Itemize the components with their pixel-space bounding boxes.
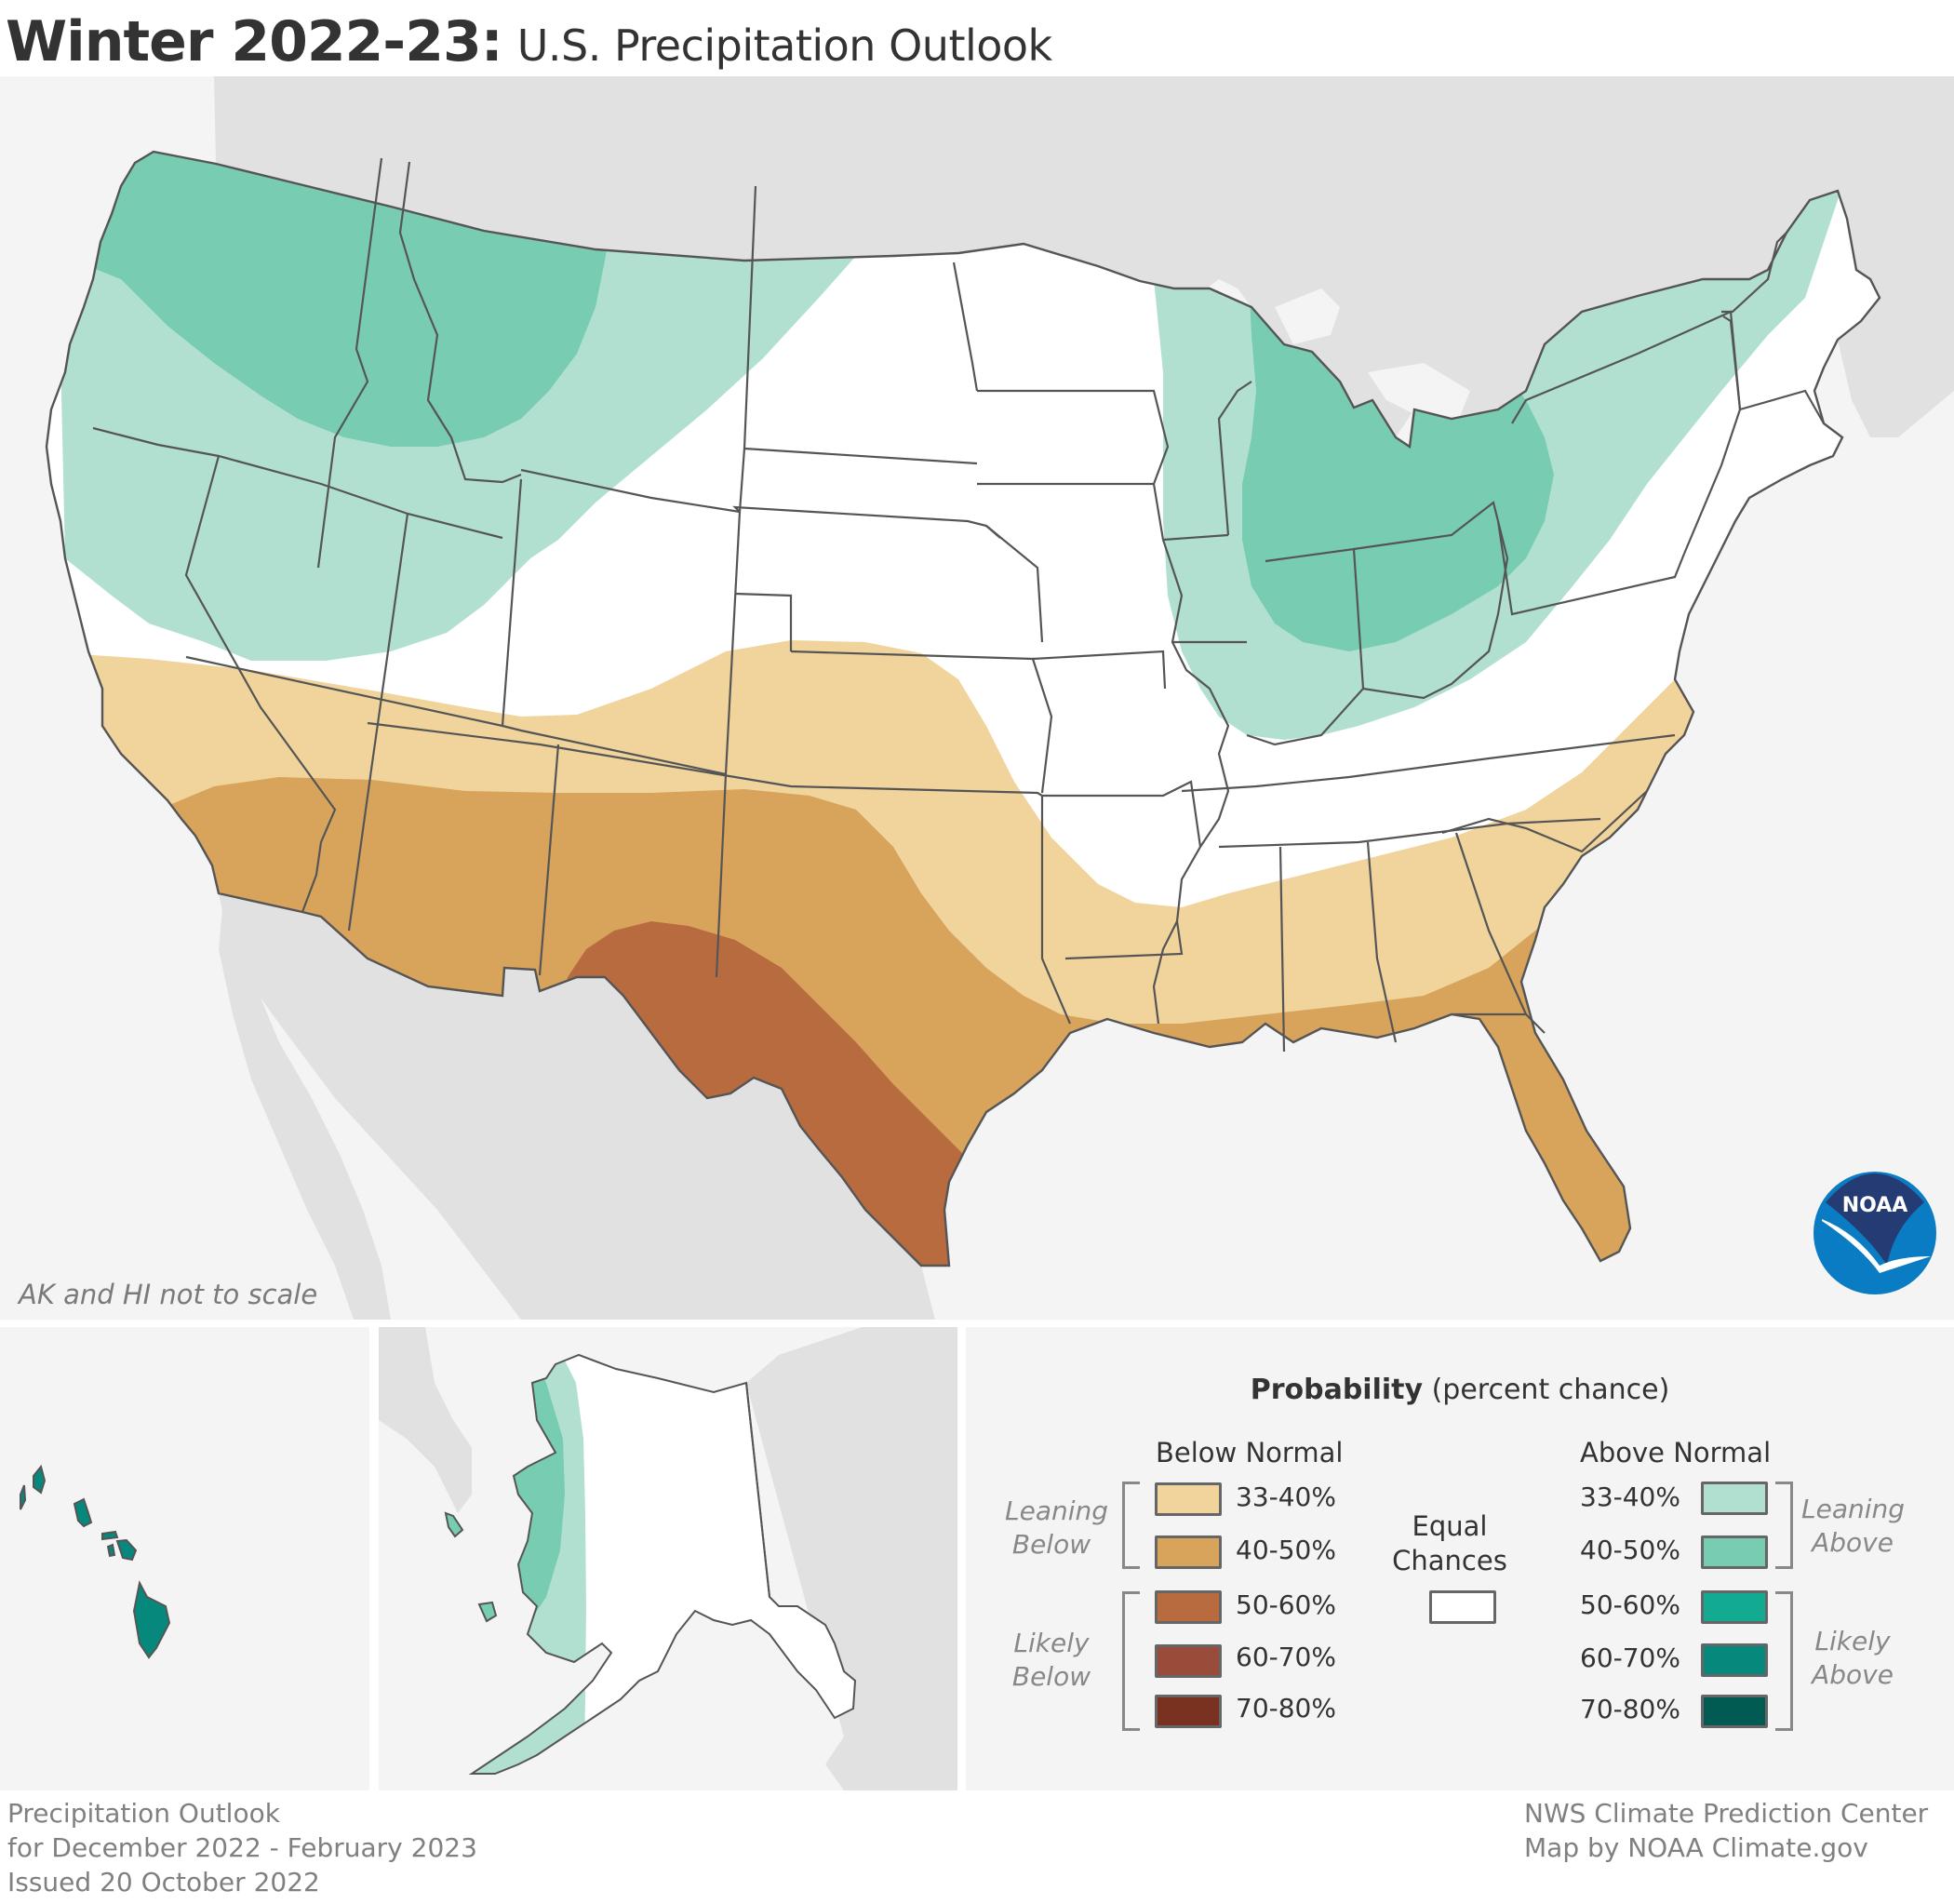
swatch-above-60-70 [1701, 1643, 1768, 1677]
legend-title-regular: (percent chance) [1431, 1374, 1670, 1406]
footer-credits: NWS Climate Prediction Center Map by NOA… [1524, 1796, 1928, 1865]
footer-outlook-period: for December 2022 - February 2023 [7, 1832, 477, 1863]
scale-note: AK and HI not to scale [19, 1279, 318, 1310]
likely-above-label: Likely Above [1812, 1626, 1894, 1690]
footer-credit-map: Map by NOAA Climate.gov [1524, 1832, 1868, 1863]
equal-chances-label: Equal Chances [1392, 1510, 1507, 1576]
alaska-map [379, 1327, 957, 1790]
russia-landmass [379, 1327, 472, 1513]
mexico-landmass [219, 893, 935, 1320]
swatch-below-40-50 [1155, 1535, 1222, 1569]
label-above-33-40: 33-40% [1580, 1482, 1680, 1512]
footer-issued-date: Issued 20 October 2022 [7, 1867, 320, 1897]
leaning-above-label: Leaning Above [1801, 1494, 1906, 1558]
footer-credit-source: NWS Climate Prediction Center [1524, 1798, 1929, 1829]
swatch-above-40-50 [1701, 1535, 1768, 1569]
leaning-below-label: Leaning Below [1005, 1495, 1109, 1560]
swatch-equal-chances [1429, 1590, 1496, 1624]
likely-below-label: Likely Below [1011, 1628, 1091, 1692]
footer-outlook-title: Precipitation Outlook [7, 1798, 280, 1829]
above-normal-header: Above Normal [1580, 1437, 1772, 1468]
label-above-60-70: 60-70% [1580, 1643, 1680, 1673]
swatch-below-70-80 [1155, 1695, 1222, 1728]
label-above-70-80: 70-80% [1580, 1694, 1680, 1724]
canada-landmass [214, 76, 1954, 437]
label-below-50-60: 50-60% [1236, 1589, 1336, 1620]
swatch-below-50-60 [1155, 1590, 1222, 1624]
conus-map: NOAA [45, 76, 1954, 1320]
legend-panel: Probability (percent chance) Below Norma… [966, 1327, 1954, 1790]
swatch-above-50-60 [1701, 1590, 1768, 1624]
st-lawrence-island [444, 1511, 464, 1538]
ak-canada-border [745, 1382, 770, 1598]
hawaii-islands [20, 1464, 171, 1659]
leaning-above-bracket [1775, 1482, 1793, 1569]
likely-above-bracket [1775, 1591, 1793, 1731]
title-subject: U.S. Precipitation Outlook [516, 20, 1052, 71]
label-below-70-80: 70-80% [1236, 1693, 1336, 1723]
swatch-above-33-40 [1701, 1482, 1768, 1515]
label-below-60-70: 60-70% [1236, 1642, 1336, 1672]
hawaii-map [20, 1464, 171, 1659]
conus-map-panel: NOAA AK and HI not to scale [0, 76, 1954, 1320]
page-title: Winter 2022-23: U.S. Precipitation Outlo… [6, 9, 1052, 74]
below-normal-header: Below Normal [1156, 1437, 1344, 1468]
leaning-below-bracket [1122, 1482, 1140, 1569]
alaska-inset-panel [379, 1327, 957, 1790]
legend-title: Probability (percent chance) [966, 1374, 1954, 1406]
title-season: Winter 2022-23: [6, 9, 503, 74]
nunivak-island [477, 1601, 498, 1623]
hawaii-inset-panel [0, 1327, 369, 1790]
label-below-40-50: 40-50% [1236, 1535, 1336, 1565]
likely-below-bracket [1122, 1591, 1140, 1731]
noaa-logo-text: NOAA [1842, 1194, 1908, 1217]
label-above-50-60: 50-60% [1580, 1589, 1680, 1620]
state-borders [92, 157, 1825, 1053]
baja-peninsula [219, 898, 391, 1320]
swatch-below-60-70 [1155, 1644, 1222, 1678]
canada-landmass [746, 1327, 957, 1790]
footer-outlook-info: Precipitation Outlook for December 2022 … [7, 1796, 477, 1899]
legend-title-bold: Probability [1250, 1374, 1424, 1406]
label-above-40-50: 40-50% [1580, 1535, 1680, 1565]
label-below-33-40: 33-40% [1236, 1482, 1336, 1512]
noaa-logo: NOAA [1813, 1172, 1936, 1294]
swatch-below-33-40 [1155, 1482, 1222, 1516]
swatch-above-70-80 [1701, 1695, 1768, 1728]
